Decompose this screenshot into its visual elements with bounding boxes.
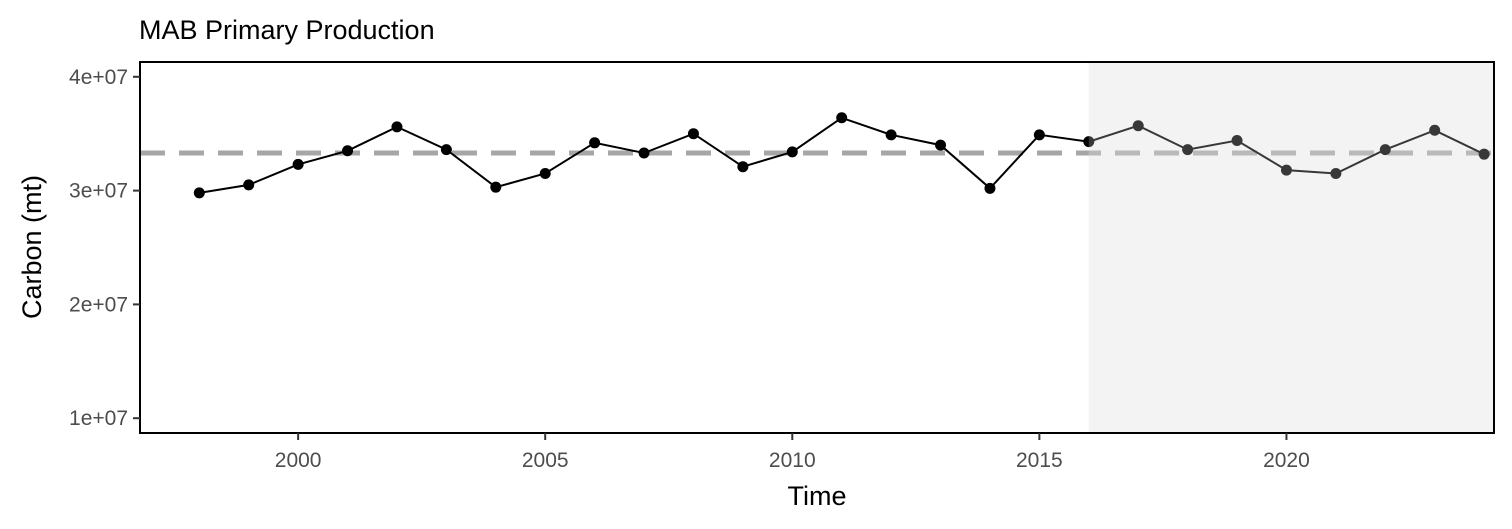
data-point (1429, 124, 1441, 136)
data-point (687, 128, 699, 140)
y-tick-label: 1e+07 (69, 407, 128, 430)
data-point (589, 137, 601, 149)
data-point (935, 139, 947, 151)
data-point (984, 182, 996, 194)
data-point (1182, 144, 1194, 156)
data-point (391, 121, 403, 133)
plot-panel-border (139, 61, 1495, 434)
data-point (1280, 164, 1292, 176)
y-axis: 1e+07 2e+07 3e+07 4e+07 (69, 66, 140, 430)
y-tick-label: 3e+07 (69, 180, 128, 203)
data-series (193, 112, 1490, 199)
data-point (342, 145, 354, 157)
data-point (490, 181, 502, 193)
x-tick-label: 2010 (769, 449, 816, 472)
data-point (1379, 144, 1391, 156)
data-point (539, 168, 551, 180)
data-point (836, 112, 848, 124)
shaded-overlay (1088, 62, 1494, 433)
data-point (243, 179, 255, 191)
x-tick-label: 2015 (1016, 449, 1063, 472)
x-axis-title: Time (788, 481, 847, 511)
x-axis: 2000 2005 2010 2015 2020 (275, 433, 1310, 472)
data-point (737, 161, 749, 173)
data-point (1083, 136, 1095, 148)
shaded-recent-period (1088, 62, 1494, 433)
y-tick-label: 2e+07 (69, 293, 128, 316)
data-point (292, 158, 304, 170)
data-point (440, 144, 452, 156)
x-tick-label: 2020 (1263, 449, 1310, 472)
data-point (638, 147, 650, 159)
data-point (1231, 135, 1243, 147)
y-tick-label: 4e+07 (69, 66, 128, 89)
data-point (1330, 168, 1342, 180)
data-point (786, 146, 798, 158)
chart-title: MAB Primary Production (139, 15, 435, 45)
y-axis-title: Carbon (mt) (17, 175, 47, 319)
data-point (193, 187, 205, 199)
x-tick-label: 2005 (522, 449, 569, 472)
data-point (1033, 129, 1045, 141)
data-point (1132, 120, 1144, 132)
x-tick-label: 2000 (275, 449, 322, 472)
data-point (885, 129, 897, 141)
data-point (1478, 148, 1490, 160)
